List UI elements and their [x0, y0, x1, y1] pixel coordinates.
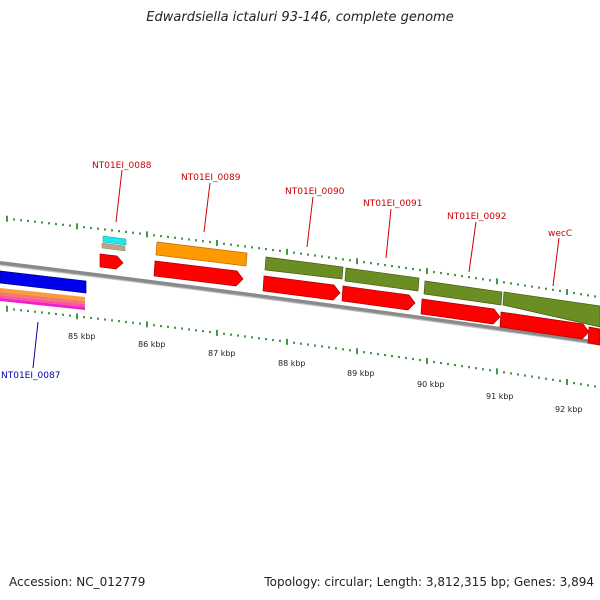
gene-bar-olive-0091[interactable]: [344, 267, 420, 292]
scale-label-92kbp: 92 kbp: [555, 405, 583, 414]
scale-label-87kbp: 87 kbp: [208, 349, 236, 358]
leader-0088: [115, 169, 123, 223]
leader-0091: [385, 208, 392, 259]
reverse-track: [0, 270, 87, 310]
gene-bar-tan[interactable]: [101, 242, 126, 252]
scale-label-89kbp: 89 kbp: [347, 369, 375, 378]
label-leaders: [32, 169, 560, 369]
cds-arrow-0091[interactable]: [341, 285, 416, 311]
gene-stripe-magenta[interactable]: [0, 298, 85, 310]
leader-wecC: [552, 237, 560, 287]
gene-bar-blue-0087[interactable]: [0, 270, 87, 294]
gene-bar-olive-0090[interactable]: [264, 256, 344, 280]
label-nt01ei-0087[interactable]: NT01EI_0087: [1, 371, 60, 381]
label-wecc[interactable]: wecC: [548, 229, 572, 239]
gene-bar-cyan[interactable]: [102, 235, 127, 246]
cds-arrow-wecC[interactable]: [499, 311, 590, 340]
gene-stripe-salmon[interactable]: [0, 292, 85, 304]
gene-stripe-pink[interactable]: [0, 295, 85, 307]
scale-label-91kbp: 91 kbp: [486, 392, 514, 401]
leader-0089: [203, 182, 211, 233]
scale-label-85kbp: 85 kbp: [68, 332, 96, 341]
accession-text: Accession: NC_012779: [9, 575, 146, 589]
tick-row-top: [6, 215, 596, 298]
gene-bar-orange[interactable]: [155, 241, 248, 267]
cds-arrow-0092[interactable]: [420, 298, 501, 325]
label-nt01ei-0091[interactable]: NT01EI_0091: [363, 199, 422, 209]
leader-0090: [306, 196, 314, 248]
cds-arrow-next[interactable]: [587, 326, 600, 346]
feature-track: [99, 235, 600, 346]
leader-0087: [32, 321, 39, 369]
cds-arrow-0088[interactable]: [99, 253, 124, 270]
tick-row-bottom: [6, 305, 596, 388]
gene-stripe-orange[interactable]: [0, 288, 85, 301]
label-nt01ei-0090[interactable]: NT01EI_0090: [285, 187, 345, 197]
gene-bar-olive-0092[interactable]: [423, 280, 503, 306]
gene-bar-olive-wecC[interactable]: [502, 291, 600, 328]
gene-labels: NT01EI_0088 NT01EI_0089 NT01EI_0090 NT01…: [1, 161, 572, 381]
scale-label-86kbp: 86 kbp: [138, 340, 166, 349]
scale-labels: 85 kbp 86 kbp 87 kbp 88 kbp 89 kbp 90 kb…: [68, 332, 583, 414]
map-title: Edwardsiella ictaluri 93-146, complete g…: [146, 10, 454, 25]
scale-label-88kbp: 88 kbp: [278, 359, 306, 368]
genome-summary-text: Topology: circular; Length: 3,812,315 bp…: [264, 575, 594, 589]
cds-arrow-0089[interactable]: [153, 260, 244, 287]
label-nt01ei-0088[interactable]: NT01EI_0088: [92, 161, 152, 171]
backbone-line-outer: [0, 261, 600, 345]
cds-arrow-0090[interactable]: [262, 275, 341, 301]
backbone-line-inner: [0, 264, 600, 346]
label-nt01ei-0089[interactable]: NT01EI_0089: [181, 173, 241, 183]
leader-0092: [468, 221, 477, 273]
scale-label-90kbp: 90 kbp: [417, 380, 445, 389]
label-nt01ei-0092[interactable]: NT01EI_0092: [447, 212, 506, 222]
